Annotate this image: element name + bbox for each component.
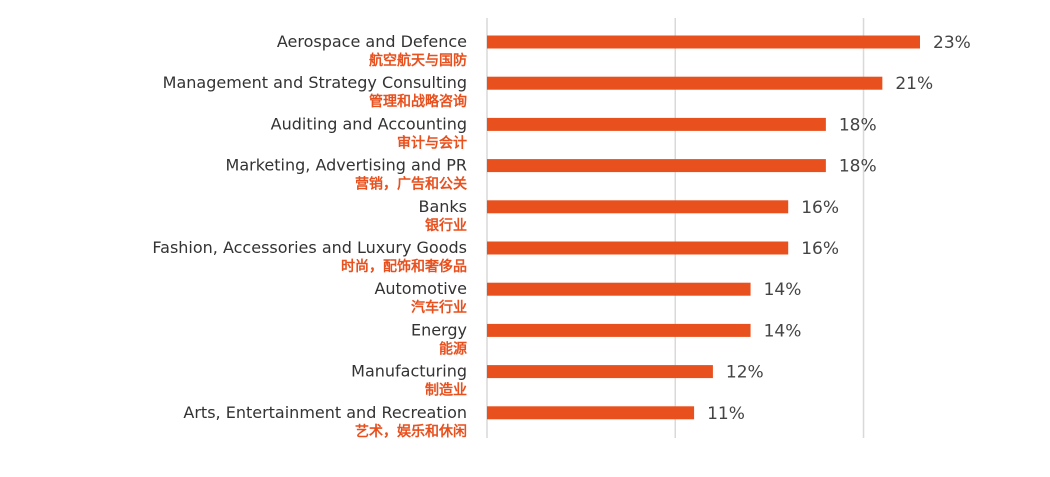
bar [487, 282, 751, 296]
bar [487, 117, 826, 131]
value-label: 16% [801, 239, 839, 259]
value-label: 23% [933, 33, 971, 53]
category-label-zh: 汽车行业 [411, 299, 467, 316]
category-label-zh: 银行业 [425, 217, 467, 234]
category-label-en: Marketing, Advertising and PR [226, 156, 467, 175]
category-label-en: Energy [411, 320, 467, 339]
bars [487, 35, 920, 420]
value-label: 14% [764, 321, 802, 341]
value-label: 18% [839, 115, 877, 135]
bar [487, 159, 826, 173]
category-label-zh: 制造业 [425, 382, 467, 399]
category-label-zh: 营销，广告和公关 [355, 176, 467, 193]
value-label: 12% [726, 363, 764, 383]
category-label-en: Arts, Entertainment and Recreation [183, 403, 467, 422]
value-label: 21% [895, 74, 933, 94]
category-label-en: Aerospace and Defence [277, 32, 467, 51]
bar [487, 406, 695, 420]
category-label-zh: 时尚，配饰和奢侈品 [341, 258, 467, 275]
category-label-zh: 审计与会计 [397, 134, 467, 151]
category-label-zh: 能源 [439, 340, 467, 357]
bar [487, 35, 920, 49]
value-label: 14% [764, 280, 802, 300]
value-labels: 23% 21% 18% 18% 16% 16% 14% 14% 12% 11% [707, 33, 971, 424]
bar [487, 365, 713, 379]
category-label-en: Manufacturing [351, 362, 467, 381]
bar [487, 323, 751, 337]
category-label-en: Automotive [374, 279, 467, 298]
category-label-zh: 艺术，娱乐和休闲 [355, 423, 467, 440]
value-label: 18% [839, 157, 877, 177]
category-label-en: Fashion, Accessories and Luxury Goods [152, 238, 467, 257]
category-label-en: Auditing and Accounting [271, 114, 467, 133]
category-label-en: Management and Strategy Consulting [163, 73, 467, 92]
bar [487, 76, 883, 90]
bar [487, 241, 789, 255]
value-label: 16% [801, 198, 839, 218]
category-label-zh: 航空航天与国防 [369, 52, 467, 69]
bar [487, 200, 789, 214]
category-label-zh: 管理和战略咨询 [369, 93, 467, 110]
value-label: 11% [707, 404, 745, 424]
category-label-en: Banks [418, 197, 467, 216]
